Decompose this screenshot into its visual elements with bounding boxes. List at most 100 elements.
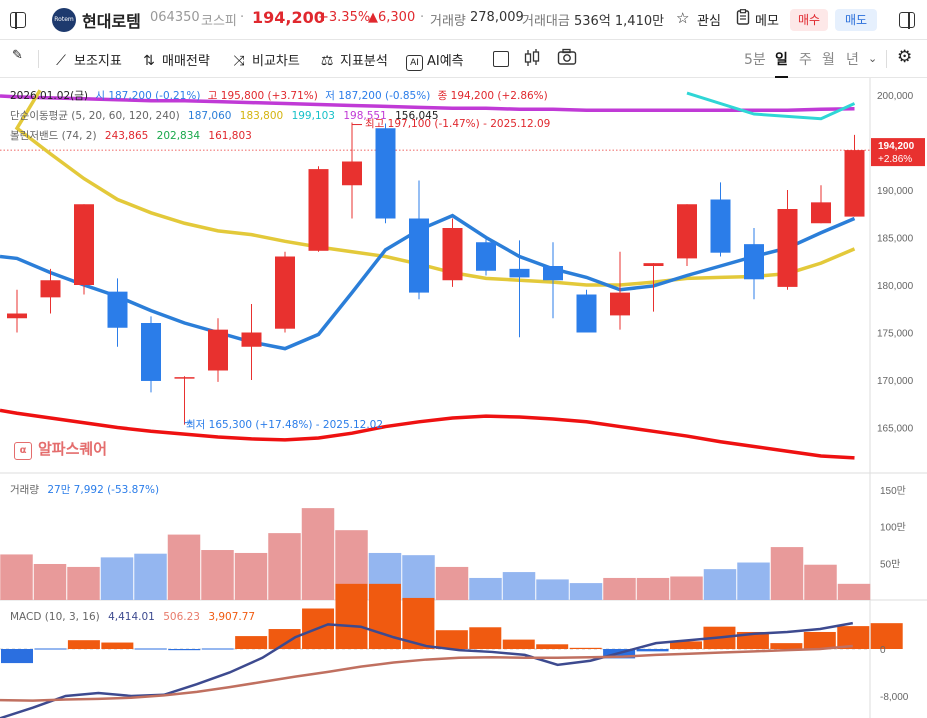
alphasquare-logo-icon: α bbox=[14, 442, 32, 460]
macd-hist-bar bbox=[870, 623, 903, 649]
candle-body bbox=[811, 202, 831, 224]
ma20-value: 183,800 bbox=[239, 110, 284, 122]
ai-predict-button[interactable]: AI AI예측 bbox=[406, 50, 464, 71]
price-axis-label: 185,000 bbox=[877, 234, 914, 245]
period-week[interactable]: 주 bbox=[799, 52, 812, 68]
ai-predict-label: AI예측 bbox=[427, 54, 464, 69]
macd-hist-value: 3,907.77 bbox=[208, 611, 256, 623]
sell-button[interactable]: 매도 bbox=[835, 9, 877, 31]
period-month[interactable]: 월 bbox=[822, 52, 835, 68]
legend-open: 시 187,200 (-0.21%) bbox=[95, 90, 201, 102]
bb-upper-value: 243,865 bbox=[104, 130, 149, 142]
settings-gear-icon[interactable]: ⚙ bbox=[897, 47, 913, 67]
change-percent: +3.35% bbox=[318, 10, 371, 25]
macd-layer bbox=[0, 583, 903, 718]
compare-button[interactable]: ⤨ 비교차트 bbox=[230, 50, 299, 69]
volume-bar bbox=[536, 579, 569, 600]
candle-body bbox=[476, 242, 496, 271]
candle-body bbox=[744, 244, 764, 280]
camera-icon[interactable] bbox=[557, 48, 577, 70]
memo-icon[interactable] bbox=[736, 9, 750, 29]
macd-hist-bar bbox=[1, 649, 33, 664]
left-panel-toggle-icon[interactable] bbox=[6, 8, 30, 32]
chevron-down-icon[interactable]: ⌄ bbox=[868, 52, 878, 65]
volume-bar bbox=[670, 576, 703, 600]
volume-bar bbox=[703, 569, 737, 600]
candle-body bbox=[643, 263, 664, 266]
strategy-button[interactable]: ⇅ 매매전략 bbox=[140, 50, 210, 69]
toolbar-divider bbox=[38, 50, 39, 68]
candle bbox=[811, 185, 831, 224]
macd-legend-label: MACD (10, 3, 16) bbox=[10, 611, 100, 623]
candlestick-layer bbox=[7, 122, 865, 425]
analysis-button[interactable]: ⚖ 지표분석 bbox=[318, 50, 388, 69]
macd-signal-value: 506.23 bbox=[163, 611, 200, 623]
macd-legend: MACD (10, 3, 16) 4,414.01 506.23 3,907.7… bbox=[10, 611, 255, 623]
checkbox-icon[interactable] bbox=[493, 51, 509, 67]
volume-label: 거래량 bbox=[430, 14, 466, 29]
candle-body bbox=[174, 377, 195, 379]
low-annotation: 최저 165,300 (+17.48%) - 2025.12.02 bbox=[186, 419, 384, 431]
volume-bar bbox=[770, 547, 804, 600]
volume-bar bbox=[569, 583, 603, 600]
buy-button[interactable]: 매수 bbox=[790, 9, 828, 31]
volume-bar bbox=[67, 566, 100, 600]
ohlc-legend: 2026.01.02(금) 시 187,200 (-0.21%) 고 195,8… bbox=[10, 88, 548, 103]
macd-hist-bar bbox=[837, 626, 870, 649]
indicator-button[interactable]: ⟋ 보조지표 bbox=[52, 50, 122, 69]
stock-chart[interactable]: 200,000195,000190,000185,000180,000175,0… bbox=[0, 78, 927, 718]
macd-axis-label: 0 bbox=[880, 645, 886, 656]
watermark-text: 알파스퀘어 bbox=[38, 440, 108, 458]
candle bbox=[844, 134, 865, 217]
macd-hist-bar bbox=[502, 639, 535, 649]
last-price-tag bbox=[871, 138, 925, 167]
macd-hist-bar bbox=[569, 647, 602, 649]
candle-body bbox=[241, 332, 262, 347]
compare-icon: ⤨ bbox=[233, 53, 245, 69]
candle bbox=[208, 318, 228, 382]
change-amount: ▲6,300 bbox=[368, 10, 416, 25]
candle-body bbox=[409, 218, 429, 293]
bollinger-band-layer bbox=[0, 408, 855, 460]
candle-body bbox=[141, 323, 161, 381]
ma-legend: 단순이동평균 (5, 20, 60, 120, 240) 187,060 183… bbox=[10, 108, 439, 123]
last-change-label: +2.86% bbox=[878, 154, 912, 165]
volume-bar bbox=[469, 577, 502, 600]
volume-layer bbox=[0, 508, 871, 600]
period-year[interactable]: 년 bbox=[846, 52, 859, 68]
analysis-label: 지표분석 bbox=[340, 54, 388, 69]
legend-close: 종 194,200 (+2.86%) bbox=[437, 90, 548, 102]
stock-name: 현대로템 bbox=[82, 12, 141, 31]
memo-button[interactable]: 메모 bbox=[755, 14, 779, 29]
macd-hist-bar bbox=[636, 649, 669, 652]
volume-bar bbox=[603, 577, 636, 600]
candle-body bbox=[40, 280, 61, 298]
volume-bar bbox=[301, 508, 335, 600]
candle-body bbox=[342, 161, 362, 186]
stock-code: 064350 bbox=[150, 10, 200, 25]
volume-legend-value: 27만 7,992 (-53.87%) bbox=[47, 484, 160, 496]
watch-button[interactable]: 관심 bbox=[697, 14, 721, 29]
price-axis-label: 180,000 bbox=[877, 281, 914, 292]
candle bbox=[409, 180, 429, 300]
candle bbox=[744, 228, 764, 300]
macd-value: 4,414.01 bbox=[108, 611, 155, 623]
period-day[interactable]: 일 bbox=[775, 49, 788, 78]
macd-hist-bar bbox=[67, 640, 100, 649]
draw-pencil-icon[interactable]: ✎ bbox=[12, 48, 23, 63]
right-panel-toggle-icon[interactable] bbox=[895, 8, 919, 32]
candle-body bbox=[208, 329, 228, 371]
candle bbox=[141, 316, 161, 393]
candle-body bbox=[275, 256, 295, 329]
candle bbox=[643, 263, 664, 312]
candle-type-icon[interactable] bbox=[523, 48, 541, 72]
candle-body bbox=[576, 294, 597, 333]
period-5min[interactable]: 5분 bbox=[744, 52, 766, 68]
candle bbox=[74, 204, 94, 295]
volume-bar bbox=[167, 534, 201, 600]
ma60-value: 199,103 bbox=[291, 110, 335, 122]
candle-body bbox=[7, 313, 27, 319]
bb-legend-label: 볼린저밴드 (74, 2) bbox=[10, 130, 97, 142]
volume-axis-label: 50만 bbox=[880, 558, 900, 570]
star-icon[interactable]: ☆ bbox=[676, 9, 690, 27]
